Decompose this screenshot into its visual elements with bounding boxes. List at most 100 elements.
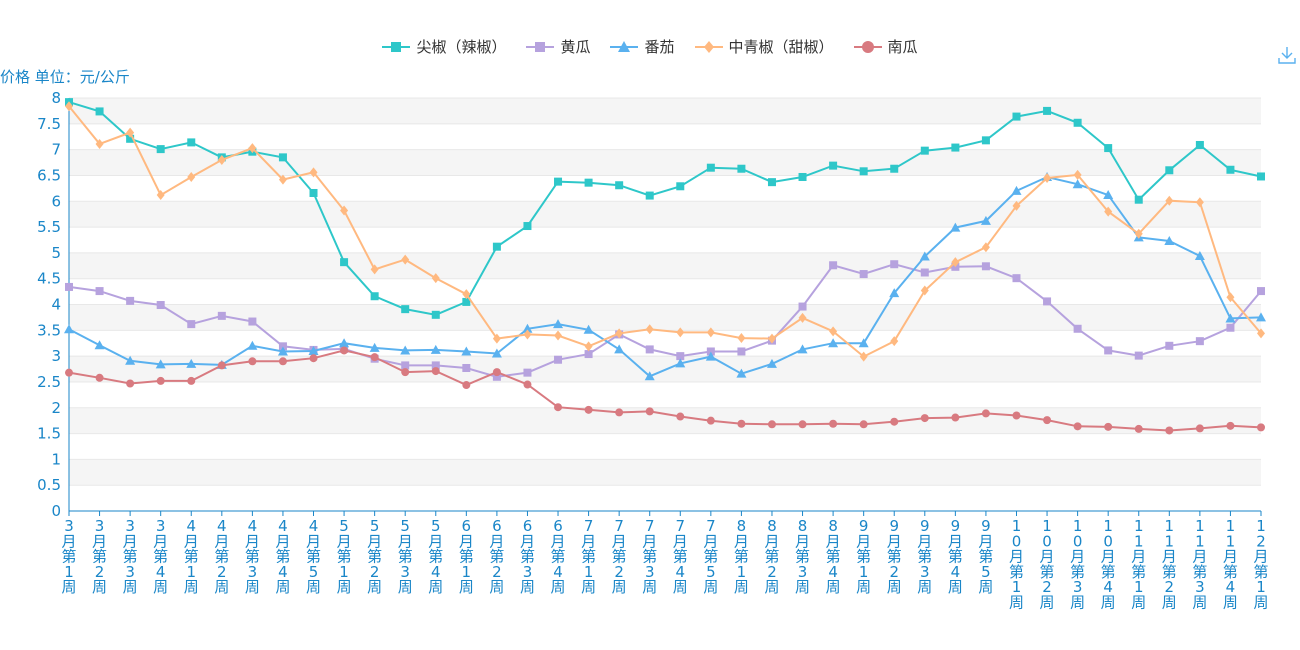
data-point [981,242,990,253]
x-tick-label: 7 月第 2 周 [612,517,627,596]
y-tick-label: 5.5 [37,218,61,236]
data-point [890,260,899,269]
data-point [1073,169,1082,180]
data-point [308,345,319,355]
data-point [951,257,960,268]
data-point [584,405,593,414]
data-point [248,143,257,154]
legend-label: 尖椒（辣椒） [416,38,507,56]
data-point [1043,173,1052,184]
data-point [186,358,197,368]
series-line [68,101,1262,316]
x-tick-label: 7 月第 3 周 [642,517,657,596]
y-tick-label: 0 [51,502,61,520]
data-point [187,138,196,147]
data-point [95,287,104,296]
data-point [462,363,471,372]
data-point [1256,312,1266,322]
x-tick-label: 1 2 月第 1 周 [1253,517,1268,612]
data-point [462,297,471,306]
data-point [858,338,869,348]
data-point [1103,190,1114,200]
x-tick-label: 8 月第 4 周 [826,517,841,596]
data-point [340,258,349,267]
x-tick-label: 9 月第 5 周 [978,517,993,596]
data-point [645,345,654,354]
data-point [798,172,807,181]
data-point [431,273,440,284]
data-point [1165,341,1174,350]
data-point [584,341,593,352]
download-icon[interactable] [1276,44,1298,66]
data-point [400,345,411,355]
data-point [615,328,624,339]
data-point [64,324,74,334]
x-tick-label: 9 月第 4 周 [948,517,963,596]
data-point [1165,426,1174,435]
data-point [798,420,807,429]
data-point [65,368,73,377]
data-point [95,107,104,116]
y-tick-label: 4 [51,296,61,314]
y-tick-label: 2 [51,399,61,417]
data-point [981,136,990,145]
legend-item[interactable]: 南瓜 [853,36,918,57]
data-point [614,344,625,354]
data-point [615,181,624,190]
y-tick-label: 5 [51,244,61,262]
data-point [1073,422,1082,431]
data-point [217,361,226,370]
data-point [737,164,746,173]
data-point [583,324,594,334]
data-point [890,336,899,347]
y-tick-label: 4.5 [37,270,61,288]
series-3 [65,101,1265,362]
data-point [737,333,746,344]
data-point [1195,197,1204,208]
legend-item[interactable]: 中青椒（甜椒） [694,36,834,57]
legend-item[interactable]: 尖椒（辣椒） [382,36,506,57]
data-point [737,419,746,428]
data-point [1226,323,1235,332]
grid-band [69,201,1261,228]
data-point [706,163,715,172]
data-point [401,305,410,314]
data-point [309,167,318,178]
series-line [68,175,1262,378]
data-point [615,408,624,417]
x-tick-label: 3 月第 3 周 [123,517,138,596]
data-point [645,324,654,335]
grid-band [69,252,1261,279]
x-tick-label: 8 月第 1 周 [734,517,749,596]
data-point [890,417,899,426]
data-point [65,282,73,291]
data-point [920,414,929,423]
legend-item[interactable]: 黄瓜 [526,36,590,57]
x-tick-label: 9 月第 3 周 [917,517,932,596]
x-tick-label: 1 0 月第 1 周 [1009,517,1024,612]
data-point [155,359,166,369]
data-point [981,262,990,271]
data-point [1043,297,1052,306]
data-point [522,323,533,333]
data-point [1104,144,1113,153]
data-point [370,264,379,275]
x-tick-label: 6 月第 3 周 [520,517,535,596]
data-point [492,333,501,344]
data-point [705,351,716,361]
data-point [1012,411,1021,420]
data-point [126,379,135,388]
data-point [1134,228,1143,239]
legend-label: 番茄 [644,38,675,56]
legend-marker-icon [694,40,723,53]
series-line [68,263,1262,378]
data-point [278,357,287,366]
data-point [187,171,196,182]
data-point [278,153,287,162]
legend-item[interactable]: 番茄 [610,36,675,57]
data-point [676,352,685,361]
data-point [644,371,655,381]
legend-marker-icon [610,40,639,52]
grid-band [69,304,1261,331]
data-point [584,350,593,359]
